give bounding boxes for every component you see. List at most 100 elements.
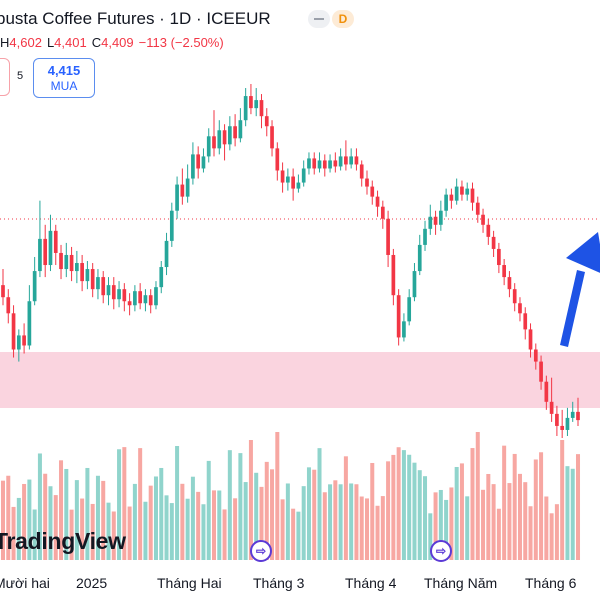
volume-bar bbox=[259, 486, 264, 560]
volume-bar bbox=[243, 482, 248, 560]
volume-bar bbox=[554, 504, 559, 560]
volume-bar bbox=[507, 483, 512, 560]
sell-button[interactable] bbox=[0, 58, 10, 96]
candle bbox=[407, 289, 412, 326]
candle bbox=[391, 248, 396, 306]
delay-d-icon[interactable]: D bbox=[332, 10, 354, 28]
volume-bar bbox=[101, 480, 106, 560]
low-value: 4,401 bbox=[54, 35, 87, 50]
volume-bar bbox=[138, 448, 143, 560]
candle bbox=[101, 271, 106, 304]
candle bbox=[106, 277, 111, 306]
candle bbox=[539, 355, 543, 390]
volume-bar bbox=[127, 506, 132, 560]
volume-bar bbox=[333, 480, 338, 560]
candle bbox=[338, 148, 343, 171]
volume-bar bbox=[27, 479, 32, 560]
volume-bars bbox=[0, 432, 581, 560]
volume-bar bbox=[95, 475, 100, 560]
candle bbox=[344, 140, 348, 171]
volume-bar bbox=[465, 496, 470, 560]
candle bbox=[296, 174, 301, 193]
volume-bar bbox=[59, 460, 64, 560]
candle bbox=[280, 162, 285, 193]
volume-bar bbox=[196, 491, 201, 560]
candle bbox=[180, 168, 185, 205]
volume-bar bbox=[417, 470, 422, 560]
candle bbox=[291, 168, 295, 201]
volume-bar bbox=[169, 503, 174, 560]
volume-bar bbox=[502, 445, 507, 560]
close-value: 4,409 bbox=[101, 35, 134, 50]
symbol-title[interactable]: busta Coffee Futures · 1D · ICEEUR bbox=[0, 9, 271, 28]
candle bbox=[402, 313, 406, 342]
volume-bar bbox=[254, 472, 259, 560]
candle bbox=[412, 263, 417, 302]
tradingview-logo[interactable]: TradingView bbox=[0, 528, 126, 554]
candle bbox=[133, 285, 137, 312]
candle bbox=[122, 283, 127, 312]
volume-bar bbox=[470, 448, 475, 560]
candle bbox=[164, 232, 169, 276]
candle bbox=[460, 180, 464, 201]
candle bbox=[201, 148, 206, 173]
volume-bar bbox=[270, 469, 275, 560]
candle bbox=[48, 214, 53, 272]
candle bbox=[565, 407, 570, 436]
volume-bar bbox=[69, 509, 74, 560]
volume-bar bbox=[370, 462, 375, 560]
volume-bar bbox=[16, 497, 21, 560]
volume-bar bbox=[560, 440, 565, 560]
volume-bar bbox=[375, 505, 380, 560]
volume-bar bbox=[264, 461, 269, 560]
volume-bar bbox=[354, 484, 359, 560]
volume-bar bbox=[248, 440, 253, 560]
minus-badge-icon[interactable] bbox=[308, 10, 330, 28]
candle bbox=[507, 271, 512, 298]
close-label: C bbox=[91, 35, 102, 50]
volume-bar bbox=[212, 490, 217, 560]
volume-bar bbox=[491, 484, 496, 560]
candle bbox=[433, 210, 438, 235]
candle bbox=[380, 200, 385, 229]
candle bbox=[423, 220, 427, 251]
event-arrow-icon[interactable]: ⇨ bbox=[430, 540, 452, 562]
candle bbox=[481, 208, 485, 233]
candle bbox=[6, 289, 11, 324]
support-zone bbox=[0, 352, 600, 408]
volume-bar bbox=[185, 498, 190, 560]
candle bbox=[576, 397, 580, 426]
candle bbox=[307, 152, 311, 175]
volume-bar bbox=[380, 496, 385, 560]
candle bbox=[275, 142, 280, 181]
high-label: H bbox=[0, 35, 10, 50]
volume-bar bbox=[359, 496, 364, 560]
event-arrow-icon[interactable]: ⇨ bbox=[250, 540, 272, 562]
candle bbox=[169, 202, 174, 247]
candle bbox=[570, 401, 575, 422]
buy-button[interactable]: 4,415 MUA bbox=[33, 58, 95, 98]
volume-bar bbox=[312, 469, 317, 560]
volume-bar bbox=[449, 487, 454, 560]
volume-bar bbox=[438, 489, 443, 560]
volume-bar bbox=[570, 468, 575, 560]
candle bbox=[64, 242, 69, 278]
volume-bar bbox=[201, 504, 206, 560]
candle bbox=[454, 178, 459, 205]
candle bbox=[417, 234, 422, 276]
candle bbox=[32, 256, 37, 306]
candle bbox=[22, 323, 26, 354]
volume-bar bbox=[80, 498, 85, 560]
volume-bar bbox=[222, 509, 227, 560]
trend-arrow-icon bbox=[560, 232, 600, 347]
x-axis-label: Tháng 4 bbox=[345, 575, 397, 591]
candle bbox=[96, 269, 100, 300]
volume-bar bbox=[496, 508, 501, 560]
candle bbox=[386, 210, 390, 268]
candle bbox=[212, 110, 216, 157]
volume-bar bbox=[64, 468, 69, 560]
volume-bar bbox=[364, 498, 369, 560]
candle bbox=[249, 84, 253, 115]
candle bbox=[117, 281, 121, 308]
